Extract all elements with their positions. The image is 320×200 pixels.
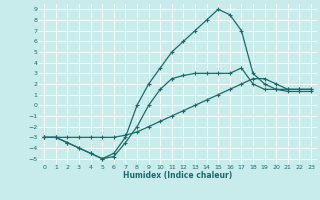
X-axis label: Humidex (Indice chaleur): Humidex (Indice chaleur) — [123, 171, 232, 180]
